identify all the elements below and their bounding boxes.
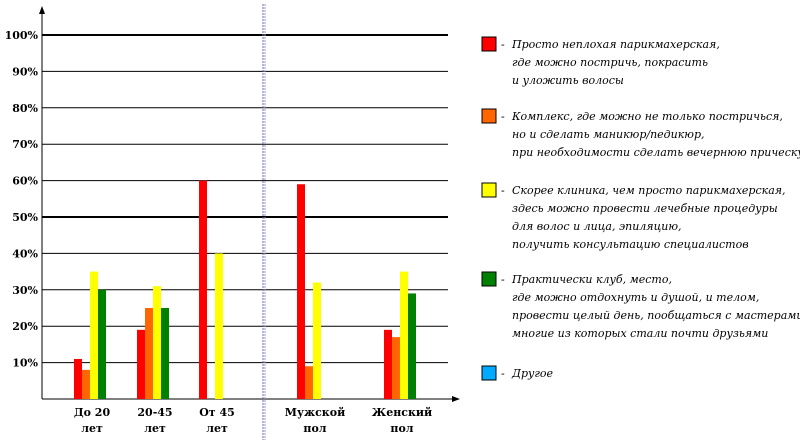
bar [297, 184, 305, 399]
legend-label: Скорее клиника, чем просто парикмахерска… [512, 184, 786, 197]
bar [161, 308, 169, 399]
category-label: лет [81, 422, 103, 435]
legend-swatch [481, 108, 497, 124]
bar [215, 253, 223, 399]
legend-swatch [481, 182, 497, 198]
category-label: От 45 [199, 406, 235, 419]
bar [82, 369, 90, 399]
category-labels: До 20 лет 20-45 лет От 45 лет Мужской пол Женски… [74, 406, 432, 435]
legend-swatch [481, 271, 497, 287]
bar [392, 337, 400, 399]
legend-label: получить консультацию специалистов [512, 238, 749, 251]
bar [400, 271, 408, 399]
legend-label: провести целый день, пообщаться с мастер… [512, 309, 800, 322]
bar [145, 308, 153, 399]
y-tick-label: 100% [5, 29, 39, 42]
category-label: пол [303, 422, 326, 435]
legend: - Просто неплохая парикмахерская,где можн… [481, 36, 800, 381]
bars [74, 180, 416, 399]
y-tick-label: 60% [12, 175, 38, 188]
y-tick-label: 90% [12, 65, 38, 78]
category-label: Женский [372, 406, 432, 419]
legend-label: для волос и лица, эпиляцию, [512, 220, 682, 233]
legend-label: но и сделать маникюр/педикюр, [512, 128, 705, 141]
y-tick-labels: 10% 20% 30% 40% 50% 60% 70% 80% 90% 100% [5, 29, 39, 370]
legend-dash: - [501, 110, 505, 123]
legend-label: и уложить волосы [512, 74, 624, 87]
category-label: пол [390, 422, 413, 435]
bar [153, 286, 161, 399]
legend-label: Практически клуб, место, [511, 273, 672, 286]
category-label: Мужской [285, 406, 345, 419]
y-tick-label: 10% [12, 357, 38, 370]
legend-swatch [481, 365, 497, 381]
bar [305, 366, 313, 399]
bar [137, 329, 145, 399]
bar [98, 289, 106, 399]
bar [408, 293, 416, 399]
legend-label: многие из которых стали почти друзьями [512, 327, 768, 340]
x-axis-arrow [452, 396, 460, 402]
category-label: лет [206, 422, 228, 435]
bar [199, 180, 207, 399]
legend-dash: - [501, 184, 505, 197]
category-label: 20-45 [137, 406, 172, 419]
y-tick-label: 40% [12, 247, 38, 260]
gridlines [42, 34, 448, 364]
y-tick-label: 50% [12, 211, 38, 224]
legend-label: здесь можно провести лечебные процедуры [512, 202, 778, 215]
category-label: До 20 [74, 406, 111, 419]
legend-swatch [481, 36, 497, 52]
legend-label: Комплекс, где можно не только постричься… [511, 110, 783, 123]
category-label: лет [144, 422, 166, 435]
legend-dash: - [501, 273, 505, 286]
legend-label: при необходимости сделать вечернюю приче… [512, 146, 800, 159]
y-tick-label: 20% [12, 320, 38, 333]
bar [313, 282, 321, 399]
y-tick-label: 70% [12, 138, 38, 151]
legend-label: где можно отдохнуть и душой, и телом, [512, 291, 759, 304]
y-tick-label: 30% [12, 284, 38, 297]
bar [384, 329, 392, 399]
bar [74, 358, 82, 399]
legend-label: где можно постричь, покрасить [512, 56, 708, 69]
bar [90, 271, 98, 399]
y-tick-label: 80% [12, 102, 38, 115]
y-axis-arrow [39, 6, 45, 14]
legend-dash: - [501, 38, 505, 51]
legend-label: Другое [511, 367, 554, 380]
legend-dash: - [501, 367, 505, 380]
legend-label: Просто неплохая парикмахерская, [511, 38, 720, 51]
